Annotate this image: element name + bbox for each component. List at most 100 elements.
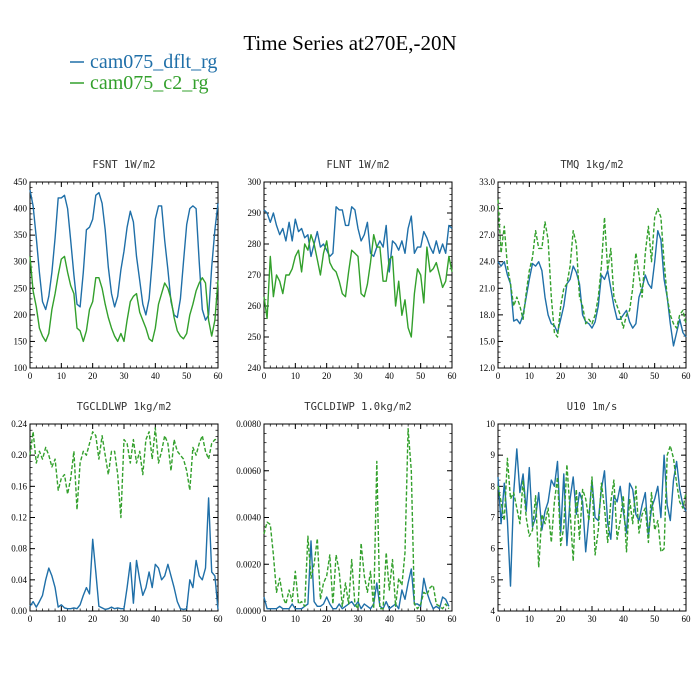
series-line-cam075-c2-rg [497,445,687,569]
x-tick-label: 20 [322,614,332,624]
y-tick-label: 0.0020 [236,559,261,569]
y-tick-label: 150 [14,336,28,346]
x-tick-label: 60 [682,371,692,381]
y-tick-label: 200 [14,310,28,320]
y-tick-label: 33.0 [479,177,495,187]
panel-title: FLNT 1W/m2 [326,159,389,171]
y-tick-label: 15.0 [479,336,495,346]
y-tick-label: 300 [248,177,262,187]
plot-frame [497,423,687,612]
y-tick-label: 0.16 [11,481,27,491]
series-line-cam075-dflt-rg [497,229,687,347]
x-tick-label: 30 [588,614,598,624]
x-tick-label: 30 [588,371,598,381]
panel-3: TMQ 1kg/m2 0 10 20 30 40 50 60 12.0 15.0 18.0 21.0 2… [479,159,691,381]
x-tick-label: 0 [262,614,267,624]
y-tick-label: 450 [14,177,28,187]
y-tick-label: 0.00 [11,606,27,616]
y-tick-label: 21.0 [479,283,495,293]
y-tick-label: 27.0 [479,230,495,240]
x-tick-label: 0 [28,371,33,381]
y-tick-label: 6 [491,544,496,554]
y-tick-label: 270 [248,270,262,280]
panel-6: U10 1m/s 0 10 20 30 40 50 60 4 5 6 7 8 9 10 [486,401,691,624]
series-line-cam075-c2-rg [29,255,219,343]
x-tick-label: 20 [88,614,98,624]
y-tick-label: 300 [14,257,28,267]
y-tick-label: 290 [248,208,262,218]
y-tick-label: 4 [491,606,496,616]
x-tick-label: 50 [650,371,660,381]
x-tick-label: 10 [57,614,67,624]
y-tick-label: 400 [14,204,28,214]
x-tick-label: 60 [682,614,692,624]
x-tick-label: 30 [354,371,364,381]
x-tick-label: 20 [322,371,332,381]
y-tick-label: 250 [14,283,28,293]
x-tick-label: 0 [262,371,267,381]
series-line-cam075-dflt-rg [497,448,687,587]
y-tick-label: 8 [491,481,496,491]
y-tick-label: 5 [491,575,496,585]
legend-label-2: cam075_c2_rg [90,72,209,94]
y-tick-label: 350 [14,230,28,240]
panel-title: FSNT 1W/m2 [92,159,155,171]
x-tick-label: 0 [496,614,501,624]
legend-entry-2: cam075_c2_rg [70,72,209,94]
plot-frame [263,181,453,369]
x-tick-label: 10 [291,614,301,624]
x-tick-label: 30 [354,614,364,624]
x-tick-label: 40 [151,614,161,624]
plots-area: FSNT 1W/m20 10 20 30 40 50 6010015020025030035… [11,159,691,624]
series-line-cam075-dflt-rg [29,497,219,611]
x-tick-label: 30 [120,614,130,624]
y-tick-label: 18.0 [479,310,495,320]
series-line-cam075-dflt-rg [263,540,450,610]
x-tick-label: 10 [525,371,535,381]
x-tick-label: 40 [619,371,629,381]
y-tick-label: 10 [486,419,496,429]
panel-title: U10 1m/s [567,401,618,413]
x-tick-label: 50 [416,371,426,381]
panel-title: TGCLDIWP 1.0kg/m2 [304,401,411,413]
y-tick-label: 0.08 [11,544,27,554]
y-tick-label: 30.0 [479,204,495,214]
y-tick-label: 0.24 [11,419,27,429]
x-tick-label: 50 [416,614,426,624]
y-tick-label: 24.0 [479,257,495,267]
x-tick-label: 20 [556,614,566,624]
panel-5: TGCLDIWP 1.0kg/m2 0 10 20 30 40 50 60 0.0000 0.00… [236,401,457,624]
y-tick-label: 0.0080 [236,419,261,429]
x-tick-label: 30 [120,371,130,381]
x-tick-label: 10 [525,614,535,624]
y-tick-label: 0.0060 [236,466,261,476]
legend: cam075_dflt_rg cam075_c2_rg [70,51,217,94]
y-tick-label: 0.04 [11,575,27,585]
x-tick-label: 0 [28,614,33,624]
series-line-cam075-dflt-rg [29,189,219,321]
x-tick-label: 10 [57,371,67,381]
y-tick-label: 0.0040 [236,513,261,523]
legend-label-1: cam075_dflt_rg [90,51,217,73]
series-line-cam075-c2-rg [497,199,687,338]
y-tick-label: 9 [491,450,496,460]
x-tick-label: 10 [291,371,301,381]
series-line-cam075-c2-rg [29,427,218,519]
legend-entry-1: cam075_dflt_rg [70,51,217,73]
panel-title: TMQ 1kg/m2 [560,159,623,171]
y-tick-label: 0.12 [11,513,27,523]
panel-2: FLNT 1W/m2 0 10 20 30 40 50 60 240 250 260 270 280 29… [248,159,458,381]
panel-1: FSNT 1W/m2 0 10 20 30 40 50 60 100 150 200 250 300 35… [14,159,224,381]
y-tick-label: 0.0000 [236,606,261,616]
x-tick-label: 50 [182,614,192,624]
y-tick-label: 100 [14,363,28,373]
y-tick-label: 280 [248,239,262,249]
series-line-cam075-c2-rg [263,428,450,610]
series-line-cam075-dflt-rg [263,206,453,273]
x-tick-label: 40 [619,614,629,624]
x-tick-label: 60 [214,371,224,381]
y-tick-label: 260 [248,301,262,311]
y-tick-label: 250 [248,332,262,342]
x-tick-label: 20 [556,371,566,381]
